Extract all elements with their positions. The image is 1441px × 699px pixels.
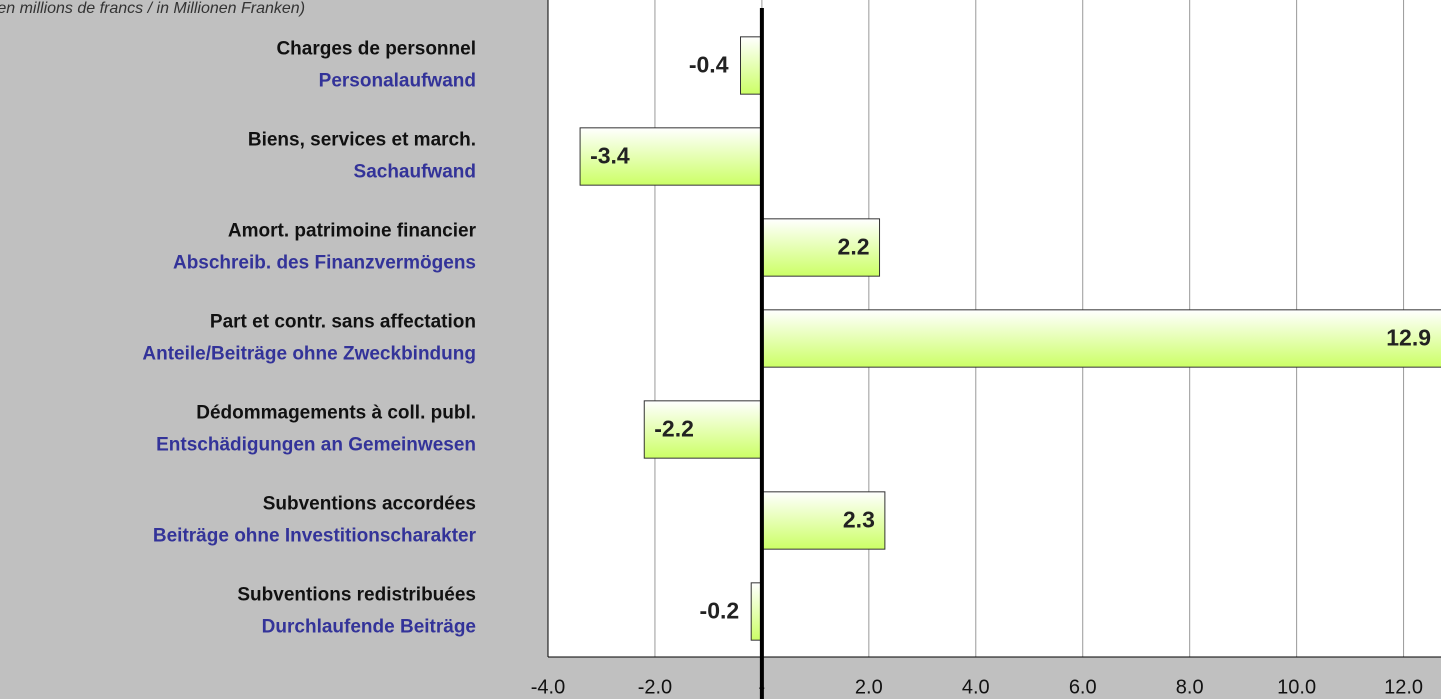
- value-label: -0.2: [700, 598, 740, 624]
- bar: [579, 127, 763, 186]
- bar: [761, 309, 1441, 368]
- x-tick-label: -4.0: [531, 676, 565, 698]
- category-label-de: Personalaufwand: [319, 71, 476, 92]
- bar: [643, 400, 763, 459]
- category-label-de: Entschädigungen an Gemeinwesen: [156, 435, 476, 456]
- chart-title: (en millions de francs / in Millionen Fr…: [0, 0, 305, 17]
- category-label-de: Durchlaufende Beiträge: [262, 617, 476, 638]
- category-label-fr: Amort. patrimoine financier: [228, 221, 477, 242]
- category-label-fr: Biens, services et march.: [248, 130, 476, 151]
- bar: [740, 36, 763, 95]
- x-tick-label: 8.0: [1176, 676, 1204, 698]
- value-label: -2.2: [654, 416, 694, 442]
- x-tick-label: -2.0: [638, 676, 672, 698]
- bar: [761, 218, 881, 277]
- value-label: 12.9: [1386, 325, 1431, 351]
- bars: [579, 36, 1441, 641]
- category-label-fr: Subventions redistribuées: [237, 585, 476, 606]
- category-label-de: Sachaufwand: [354, 162, 476, 183]
- x-tick-label: 6.0: [1069, 676, 1097, 698]
- value-label: -3.4: [590, 143, 630, 169]
- value-label: 2.2: [838, 234, 870, 260]
- category-label-de: Beiträge ohne Investitionscharakter: [153, 526, 477, 547]
- x-tick-label: 2.0: [855, 676, 883, 698]
- value-label: 2.3: [843, 507, 875, 533]
- category-label-fr: Charges de personnel: [276, 39, 476, 60]
- category-label-de: Anteile/Beiträge ohne Zweckbindung: [142, 344, 476, 365]
- category-label-de: Abschreib. des Finanzvermögens: [173, 253, 476, 274]
- x-tick-label: 10.0: [1277, 676, 1316, 698]
- x-tick-label: 4.0: [962, 676, 990, 698]
- x-tick-label: 12.0: [1384, 676, 1423, 698]
- value-label: -0.4: [689, 52, 729, 78]
- category-label-fr: Part et contr. sans affectation: [210, 312, 476, 333]
- category-label-fr: Subventions accordées: [263, 494, 476, 515]
- category-label-fr: Dédommagements à coll. publ.: [196, 403, 476, 424]
